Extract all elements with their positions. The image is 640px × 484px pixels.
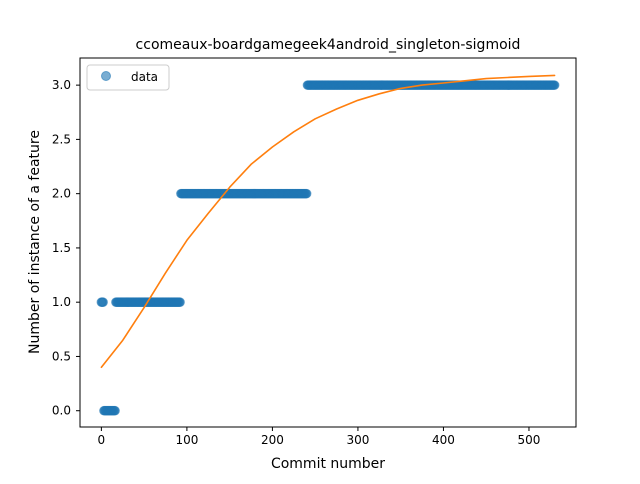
y-tick-label: 1.0: [52, 295, 71, 309]
y-tick-label: 1.5: [52, 241, 71, 255]
y-tick-label: 0.0: [52, 404, 71, 418]
plot-frame: [79, 57, 577, 428]
data-layer: [96, 74, 560, 416]
x-axis-label: Commit number: [271, 456, 385, 472]
x-tick-label: 300: [346, 433, 369, 447]
y-tick-label: 3.0: [52, 78, 71, 92]
y-axis-ticks: 0.0 0.5 1.0 1.5 2.0 2.5 3.0: [52, 78, 80, 418]
legend-marker-data: [101, 71, 111, 81]
y-axis-label: Number of instance of a feature: [27, 130, 43, 354]
y-tick-label: 2.0: [52, 187, 71, 201]
x-tick-label: 200: [261, 433, 284, 447]
x-tick-label: 0: [98, 433, 106, 447]
x-axis-ticks: 0 100 200 300 400 500: [98, 427, 541, 447]
x-tick-label: 500: [518, 433, 541, 447]
y-tick-label: 2.5: [52, 132, 71, 146]
data-point: [175, 297, 185, 307]
data-point: [301, 188, 312, 199]
legend-label-data: data: [131, 70, 158, 84]
y-tick-label: 0.5: [52, 349, 71, 363]
chart-title: ccomeaux-boardgamegeek4android_singleton…: [136, 37, 521, 53]
legend: data: [86, 64, 170, 91]
fit-curve-line: [100, 74, 556, 369]
data-point: [98, 297, 108, 307]
x-tick-label: 100: [175, 433, 198, 447]
data-point: [110, 405, 120, 416]
data-point: [549, 80, 560, 90]
x-tick-label: 400: [432, 433, 455, 447]
